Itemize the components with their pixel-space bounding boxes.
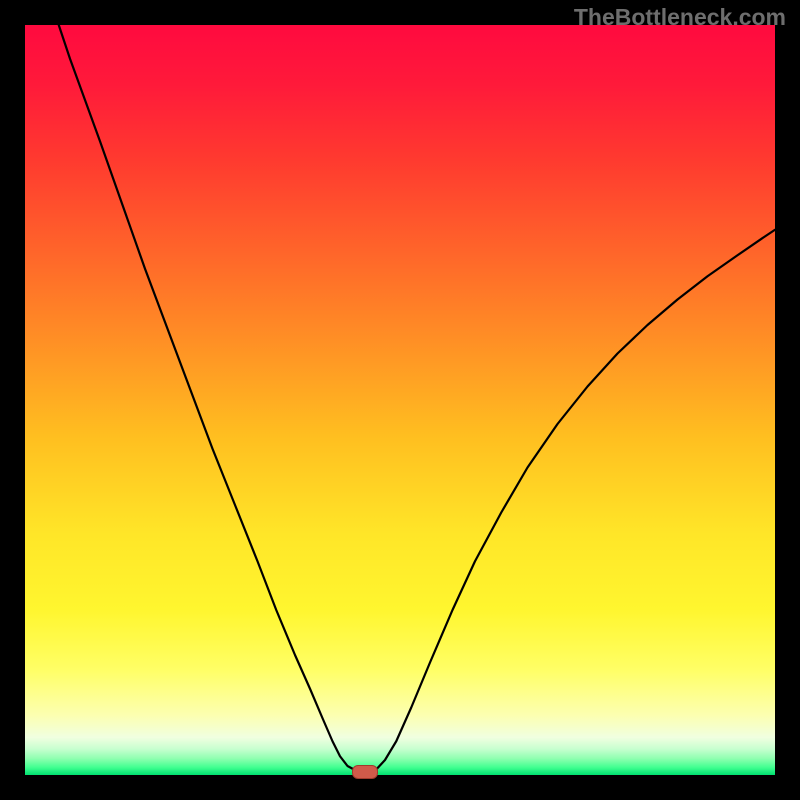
chart-frame: TheBottleneck.com <box>0 0 800 800</box>
bottleneck-curve <box>59 25 775 773</box>
watermark-text: TheBottleneck.com <box>574 4 786 31</box>
chart-svg <box>0 0 800 800</box>
optimal-point-marker <box>352 765 378 779</box>
